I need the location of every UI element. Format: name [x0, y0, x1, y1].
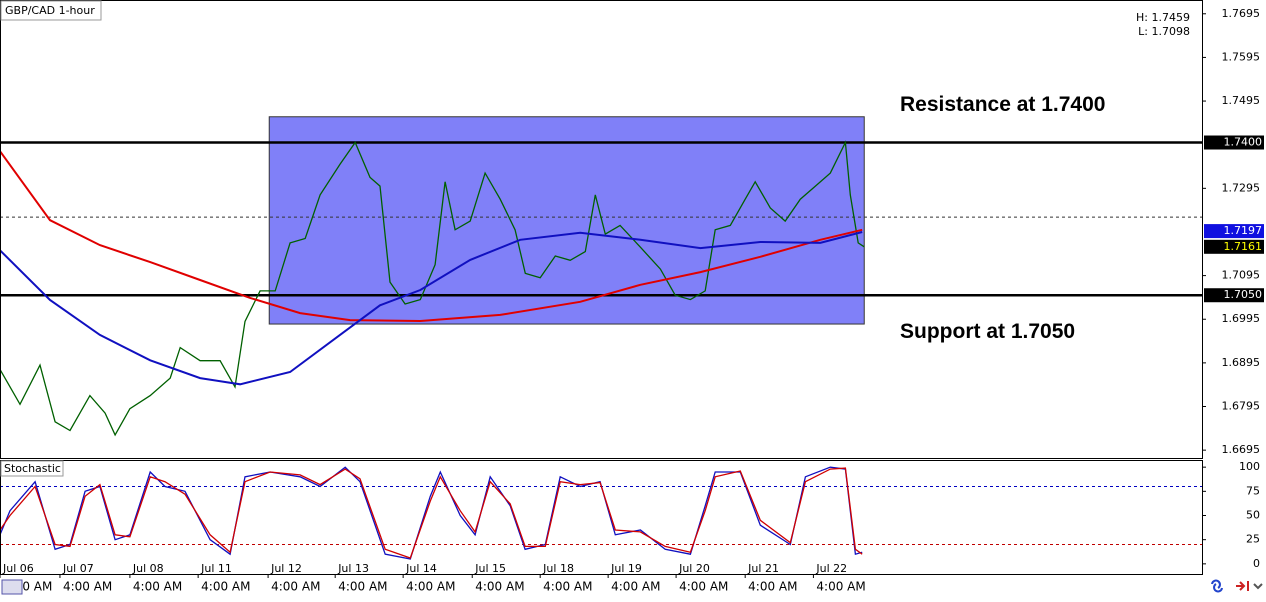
- level-tag: [1204, 135, 1264, 150]
- series-line: [0, 150, 863, 323]
- x-tick-time: 4:00 AM: [611, 580, 660, 594]
- y-tick-label: 75: [1246, 484, 1260, 497]
- y-tick-label: 1.7695: [1222, 7, 1261, 20]
- x-tick-time: 4:00 AM: [748, 580, 797, 594]
- x-tick-label: Jul 08: [132, 562, 164, 575]
- x-tick-time: 4:00 AM: [475, 580, 524, 594]
- y-tick-label: 0: [1253, 557, 1260, 570]
- x-tick-time: 4:00 AM: [338, 580, 387, 594]
- y-tick-label: 1.6895: [1222, 356, 1261, 369]
- x-tick-time: 4:00 AM: [679, 580, 728, 594]
- x-tick-label: Jul 20: [678, 562, 710, 575]
- low-label: L: 1.7098: [1138, 25, 1190, 38]
- series-line: [0, 467, 863, 559]
- corner-icons[interactable]: [1, 579, 1263, 595]
- x-tick-time: 4:00 AM: [406, 580, 455, 594]
- x-tick-label: Jul 18: [542, 562, 574, 575]
- menu-icon[interactable]: [1, 579, 23, 595]
- link-icon[interactable]: [1211, 579, 1223, 593]
- y-tick-label: 1.7495: [1222, 94, 1261, 107]
- price-panel: 1.6695 1.6795 1.6895 1.6995 1.7095 1.7295 1.74…: [0, 7, 1264, 456]
- chart-title: GBP/CAD 1-hour: [5, 4, 95, 17]
- x-tick-time: 4:00 AM: [543, 580, 592, 594]
- title-box: [0, 0, 102, 21]
- range-box: [268, 116, 865, 325]
- price-tag-label: 1.7197: [1224, 224, 1263, 237]
- stochastic-box: [0, 460, 64, 477]
- x-tick-label: Jul 22: [815, 562, 847, 575]
- y-tick-label: 1.7295: [1222, 181, 1261, 194]
- high-label: H: 1.7459: [1136, 11, 1190, 24]
- x-tick-time: 4:00 AM: [133, 580, 182, 594]
- x-tick-label: Jul 12: [270, 562, 302, 575]
- y-tick-label: 1.6795: [1222, 400, 1261, 413]
- series-line: [0, 140, 865, 437]
- series-line: [0, 231, 863, 386]
- x-tick-label: Jul 14: [405, 562, 437, 575]
- x-tick-time: 4:00 AM: [63, 580, 112, 594]
- level-tag: [1204, 288, 1264, 303]
- y-tick-label: 100: [1239, 460, 1260, 473]
- price-frame: [0, 0, 1203, 459]
- x-tick-time: 4:00 AM: [271, 580, 320, 594]
- arrow-icon[interactable]: [1236, 581, 1249, 591]
- price-tag-label: 1.7161: [1224, 240, 1263, 253]
- y-tick-label: 1.7595: [1222, 50, 1261, 63]
- x-tick-time: 4:00 AM: [816, 580, 865, 594]
- x-tick-label: Jul 11: [200, 562, 232, 575]
- y-tick-label: 1.6695: [1222, 443, 1261, 456]
- x-tick-time: 4:00 AM: [201, 580, 250, 594]
- x-tick-label: Jul 19: [610, 562, 642, 575]
- x-tick-label: Jul 13: [337, 562, 369, 575]
- stochastic-panel: 0 25 50 75 100 Jul 06 4:00 AM Jul 07 4:00 AM Jul …: [0, 460, 1260, 594]
- dropdown-icon[interactable]: [1253, 583, 1263, 590]
- stochastic-title: Stochastic: [4, 462, 61, 475]
- level-tag-label: 1.7050: [1224, 288, 1263, 301]
- level-text: Resistance at 1.7400: [900, 93, 1105, 116]
- x-tick-label: Jul 06: [2, 562, 34, 575]
- x-tick-label: Jul 21: [747, 562, 779, 575]
- x-tick-label: Jul 15: [474, 562, 506, 575]
- y-tick-label: 25: [1246, 533, 1260, 546]
- level-tag-label: 1.7400: [1224, 136, 1263, 149]
- y-tick-label: 1.6995: [1222, 312, 1261, 325]
- y-tick-label: 50: [1246, 509, 1260, 522]
- price-tag: [1204, 224, 1264, 239]
- price-tag: [1204, 239, 1264, 254]
- level-text: Support at 1.7050: [900, 320, 1075, 343]
- x-tick-label: Jul 07: [62, 562, 94, 575]
- stochastic-frame: [0, 460, 1203, 575]
- y-tick-label: 1.7095: [1222, 269, 1261, 282]
